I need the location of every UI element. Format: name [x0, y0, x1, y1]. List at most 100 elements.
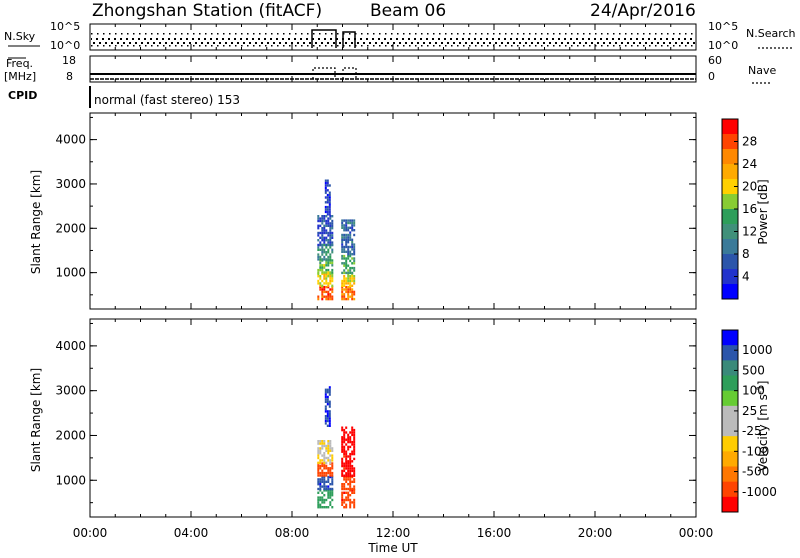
data-cell	[331, 498, 334, 502]
data-cell	[349, 282, 352, 285]
data-cell	[343, 478, 346, 481]
freq-tick-top: 18	[62, 54, 76, 67]
colorbar-frame	[721, 329, 739, 513]
data-cell	[347, 487, 350, 491]
nsky-noise	[91, 33, 695, 47]
data-cell	[347, 269, 350, 272]
data-cell	[327, 251, 330, 254]
data-cell	[353, 248, 356, 251]
data-cell	[353, 501, 356, 504]
data-cell	[347, 438, 350, 441]
velocity-panel-data	[317, 386, 356, 509]
data-cell	[317, 440, 320, 443]
data-cell	[329, 442, 332, 445]
y-tick-label: 1000	[55, 266, 86, 280]
nsky-tick-top: 10^5	[50, 20, 80, 33]
data-cell	[331, 489, 334, 492]
data-cell	[323, 282, 326, 285]
data-cell	[317, 234, 320, 237]
data-cell	[345, 438, 348, 441]
data-cell	[351, 219, 354, 222]
data-cell	[321, 501, 324, 504]
data-cell	[345, 464, 348, 468]
data-cell	[327, 440, 330, 443]
data-cell	[353, 431, 356, 434]
cpid-label: CPID	[8, 89, 37, 102]
data-cell	[349, 483, 352, 486]
data-cell	[341, 474, 344, 477]
data-cell	[321, 258, 324, 261]
data-cell	[324, 388, 327, 391]
data-cell	[347, 474, 350, 477]
data-cell	[324, 210, 327, 214]
data-cell	[349, 462, 352, 465]
x-tick-label: 08:00	[275, 526, 310, 540]
data-cell	[326, 424, 329, 427]
data-cell	[353, 467, 356, 470]
data-cell	[349, 457, 352, 461]
data-cell	[323, 489, 326, 492]
data-cell	[341, 241, 344, 244]
data-cell	[319, 266, 322, 269]
data-cell	[347, 483, 350, 486]
data-cell	[341, 426, 344, 429]
data-cell	[317, 452, 320, 455]
data-cell	[328, 201, 331, 204]
data-cell	[326, 410, 329, 413]
colorbar-tick-label: 1000	[742, 343, 773, 357]
data-cell	[319, 440, 322, 443]
data-cell	[351, 266, 354, 270]
data-cell	[331, 459, 334, 462]
nsearch-label: N.Search	[746, 27, 796, 40]
beam-label: Beam 06	[370, 1, 446, 21]
data-cell	[324, 419, 327, 423]
cpid-text: normal (fast stereo) 153	[94, 93, 240, 107]
data-cell	[317, 258, 320, 261]
data-cell	[343, 450, 346, 453]
data-cell	[351, 224, 354, 227]
data-cell	[343, 485, 346, 488]
data-cell	[325, 215, 328, 218]
data-cell	[345, 271, 348, 275]
power-ylabel: Slant Range [km]	[29, 170, 43, 274]
data-cell	[347, 282, 350, 285]
data-cell	[347, 229, 350, 232]
data-cell	[325, 297, 328, 301]
data-cell	[347, 275, 350, 278]
data-cell	[347, 264, 350, 267]
data-cell	[349, 438, 352, 441]
data-cell	[329, 217, 332, 220]
data-cell	[329, 454, 332, 457]
data-cell	[341, 243, 344, 246]
y-tick-label: 2000	[55, 221, 86, 235]
data-cell	[317, 447, 320, 450]
data-cell	[321, 239, 324, 242]
colorbar-swatch	[722, 164, 738, 180]
data-cell	[317, 480, 320, 483]
data-cell	[347, 253, 350, 256]
data-cell	[327, 285, 330, 289]
data-cell	[323, 440, 326, 443]
data-cell	[351, 464, 354, 468]
data-cell	[329, 279, 332, 283]
data-cell	[325, 271, 328, 274]
data-cell	[327, 290, 330, 294]
data-cell	[349, 445, 352, 449]
data-cell	[347, 236, 350, 239]
data-cell	[345, 487, 348, 491]
data-cell	[329, 288, 332, 291]
data-cell	[349, 501, 352, 504]
station-title: Zhongshan Station (fitACF)	[92, 1, 322, 21]
colorbar-swatch	[722, 119, 738, 135]
data-cell	[331, 261, 334, 265]
data-cell	[347, 297, 350, 301]
data-cell	[347, 250, 350, 253]
data-cell	[323, 236, 326, 239]
data-cell	[347, 472, 350, 475]
data-cell	[329, 215, 332, 218]
colorbar-swatch	[722, 466, 738, 483]
data-cell	[347, 219, 350, 222]
data-cell	[349, 475, 352, 479]
data-cell	[341, 297, 344, 301]
data-cell	[345, 297, 348, 301]
